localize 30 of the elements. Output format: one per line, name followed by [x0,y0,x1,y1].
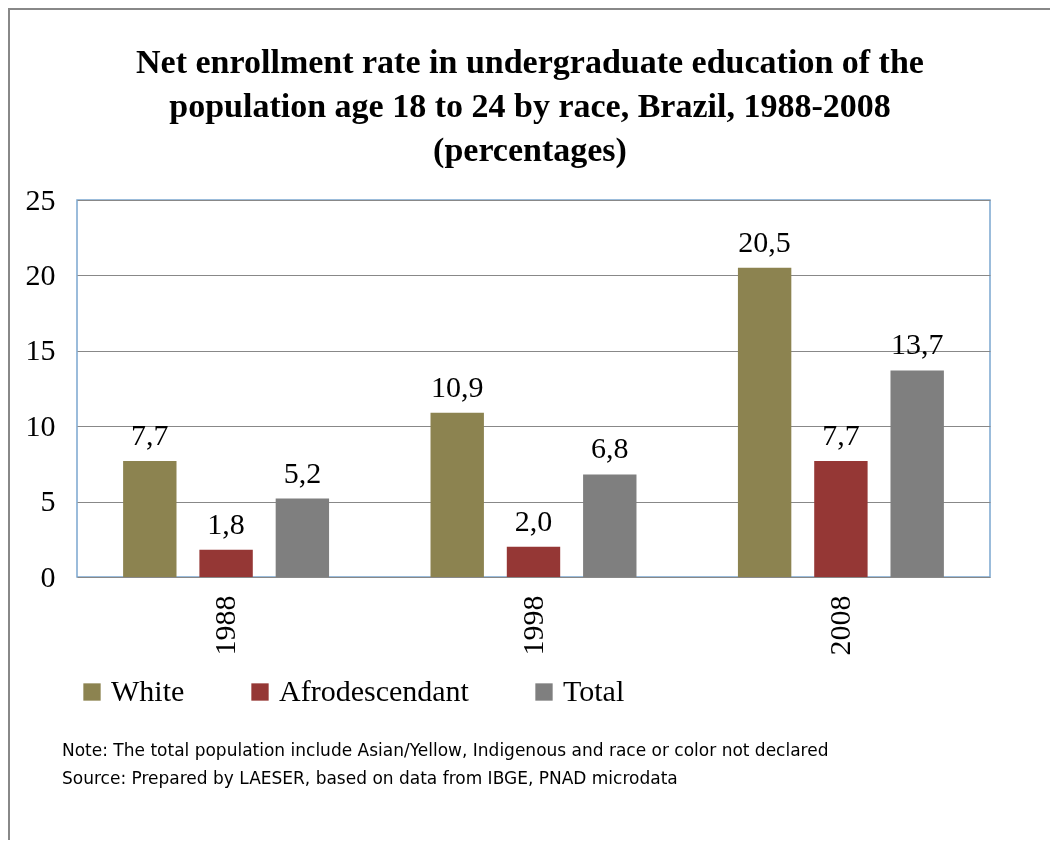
y-tick-label: 15 [25,333,56,367]
data-label: 1,8 [207,506,245,540]
data-label: 2,0 [514,503,553,537]
x-tick-label: 1998 [515,595,549,656]
bar [199,549,253,577]
y-tick-label: 5 [40,484,56,518]
data-label: 7,7 [131,417,169,451]
y-tick-label: 0 [40,559,56,593]
legend-label: Total [563,674,625,707]
legend-label: Afrodescendant [279,674,470,707]
data-label: 10,9 [430,369,484,403]
y-tick-label: 10 [25,408,56,442]
y-tick-label: 20 [25,257,56,291]
bar [506,546,561,577]
data-label: 7,7 [822,417,860,451]
data-label: 5,2 [283,455,322,489]
data-label: 13,7 [890,327,944,361]
y-tick-label: 25 [25,182,56,216]
data-label: 6,8 [591,431,629,465]
chart-title: Net enrollment rate in undergraduate education of the population age 18 to 24 by race, Brazil, 1988-2008 (percentages) [135,42,925,170]
text: Note: The total population include Asian/Yellow, Indigenous and race or color not declared [62,739,829,762]
legend-label: White [111,674,185,707]
bar [814,460,868,577]
bar [737,267,792,577]
source-note: Source: Prepared by LAESER, based on data from IBGE, PNAD microdata [62,767,679,790]
x-tick-label: 2008 [822,595,856,656]
data-label: 20,5 [738,224,791,258]
bar [123,460,177,577]
x-tick-label: 1988 [208,595,242,656]
bar [430,412,484,577]
